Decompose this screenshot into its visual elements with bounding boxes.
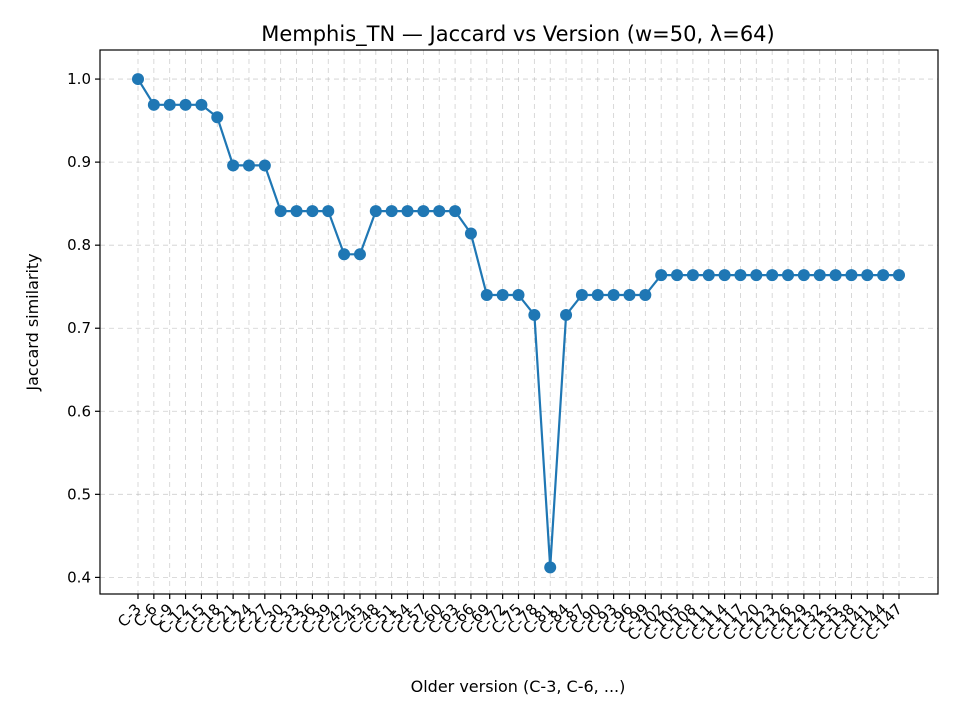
data-point xyxy=(464,227,477,240)
data-point xyxy=(132,73,144,86)
data-point xyxy=(385,205,398,218)
data-point xyxy=(496,289,509,302)
y-tick-label: 0.4 xyxy=(67,568,91,586)
data-point xyxy=(560,308,573,321)
data-point xyxy=(671,269,684,282)
y-tick-label: 0.8 xyxy=(67,236,91,254)
data-point xyxy=(449,205,462,218)
data-point xyxy=(766,269,779,282)
data-point xyxy=(575,289,588,302)
data-point xyxy=(306,205,319,218)
y-tick-label: 0.7 xyxy=(67,319,91,337)
data-point xyxy=(829,269,842,282)
data-point xyxy=(211,111,224,124)
data-point xyxy=(258,159,271,172)
data-point xyxy=(274,205,287,218)
data-point xyxy=(147,98,160,111)
data-point xyxy=(322,205,335,218)
y-tick-label: 0.9 xyxy=(67,153,91,171)
data-point xyxy=(607,289,620,302)
y-tick-label: 0.5 xyxy=(67,485,91,503)
data-point xyxy=(195,98,208,111)
y-axis: 0.4 0.5 0.6 0.7 0.8 0.9 1.0 xyxy=(67,70,100,586)
data-point xyxy=(369,205,382,218)
data-point xyxy=(861,269,874,282)
plot-frame xyxy=(99,49,939,595)
data-point xyxy=(893,269,905,282)
data-point xyxy=(813,269,826,282)
data-point xyxy=(338,248,351,261)
data-point xyxy=(877,269,890,282)
grid xyxy=(100,50,938,594)
x-axis: C-3C-6C-9C-12C-15C-18C-21C-24C-27C-30C-3… xyxy=(114,594,906,644)
y-axis-label: Jaccard similarity xyxy=(23,253,42,391)
data-point xyxy=(686,269,699,282)
data-point xyxy=(353,248,366,261)
data-point xyxy=(227,159,240,172)
x-axis-label: Older version (C-3, C-6, ...) xyxy=(411,677,626,696)
data-point xyxy=(845,269,858,282)
data-point xyxy=(179,98,192,111)
data-point xyxy=(528,308,541,321)
data-point xyxy=(623,289,636,302)
data-point xyxy=(242,159,255,172)
data-point xyxy=(750,269,763,282)
data-point xyxy=(797,269,810,282)
y-tick-label: 1.0 xyxy=(67,70,91,88)
data-point xyxy=(702,269,715,282)
data-point xyxy=(639,289,652,302)
series-jaccard xyxy=(132,73,905,574)
data-point xyxy=(544,561,557,574)
data-point xyxy=(655,269,668,282)
data-point xyxy=(718,269,731,282)
data-point xyxy=(734,269,747,282)
data-point xyxy=(417,205,430,218)
data-point xyxy=(163,98,176,111)
data-point xyxy=(591,289,604,302)
data-point xyxy=(401,205,414,218)
chart-title: Memphis_TN — Jaccard vs Version (w=50, λ… xyxy=(261,22,775,47)
y-tick-label: 0.6 xyxy=(67,402,91,420)
data-point xyxy=(480,289,493,302)
data-point xyxy=(782,269,795,282)
data-point xyxy=(512,289,525,302)
data-point xyxy=(290,205,303,218)
data-point xyxy=(433,205,446,218)
